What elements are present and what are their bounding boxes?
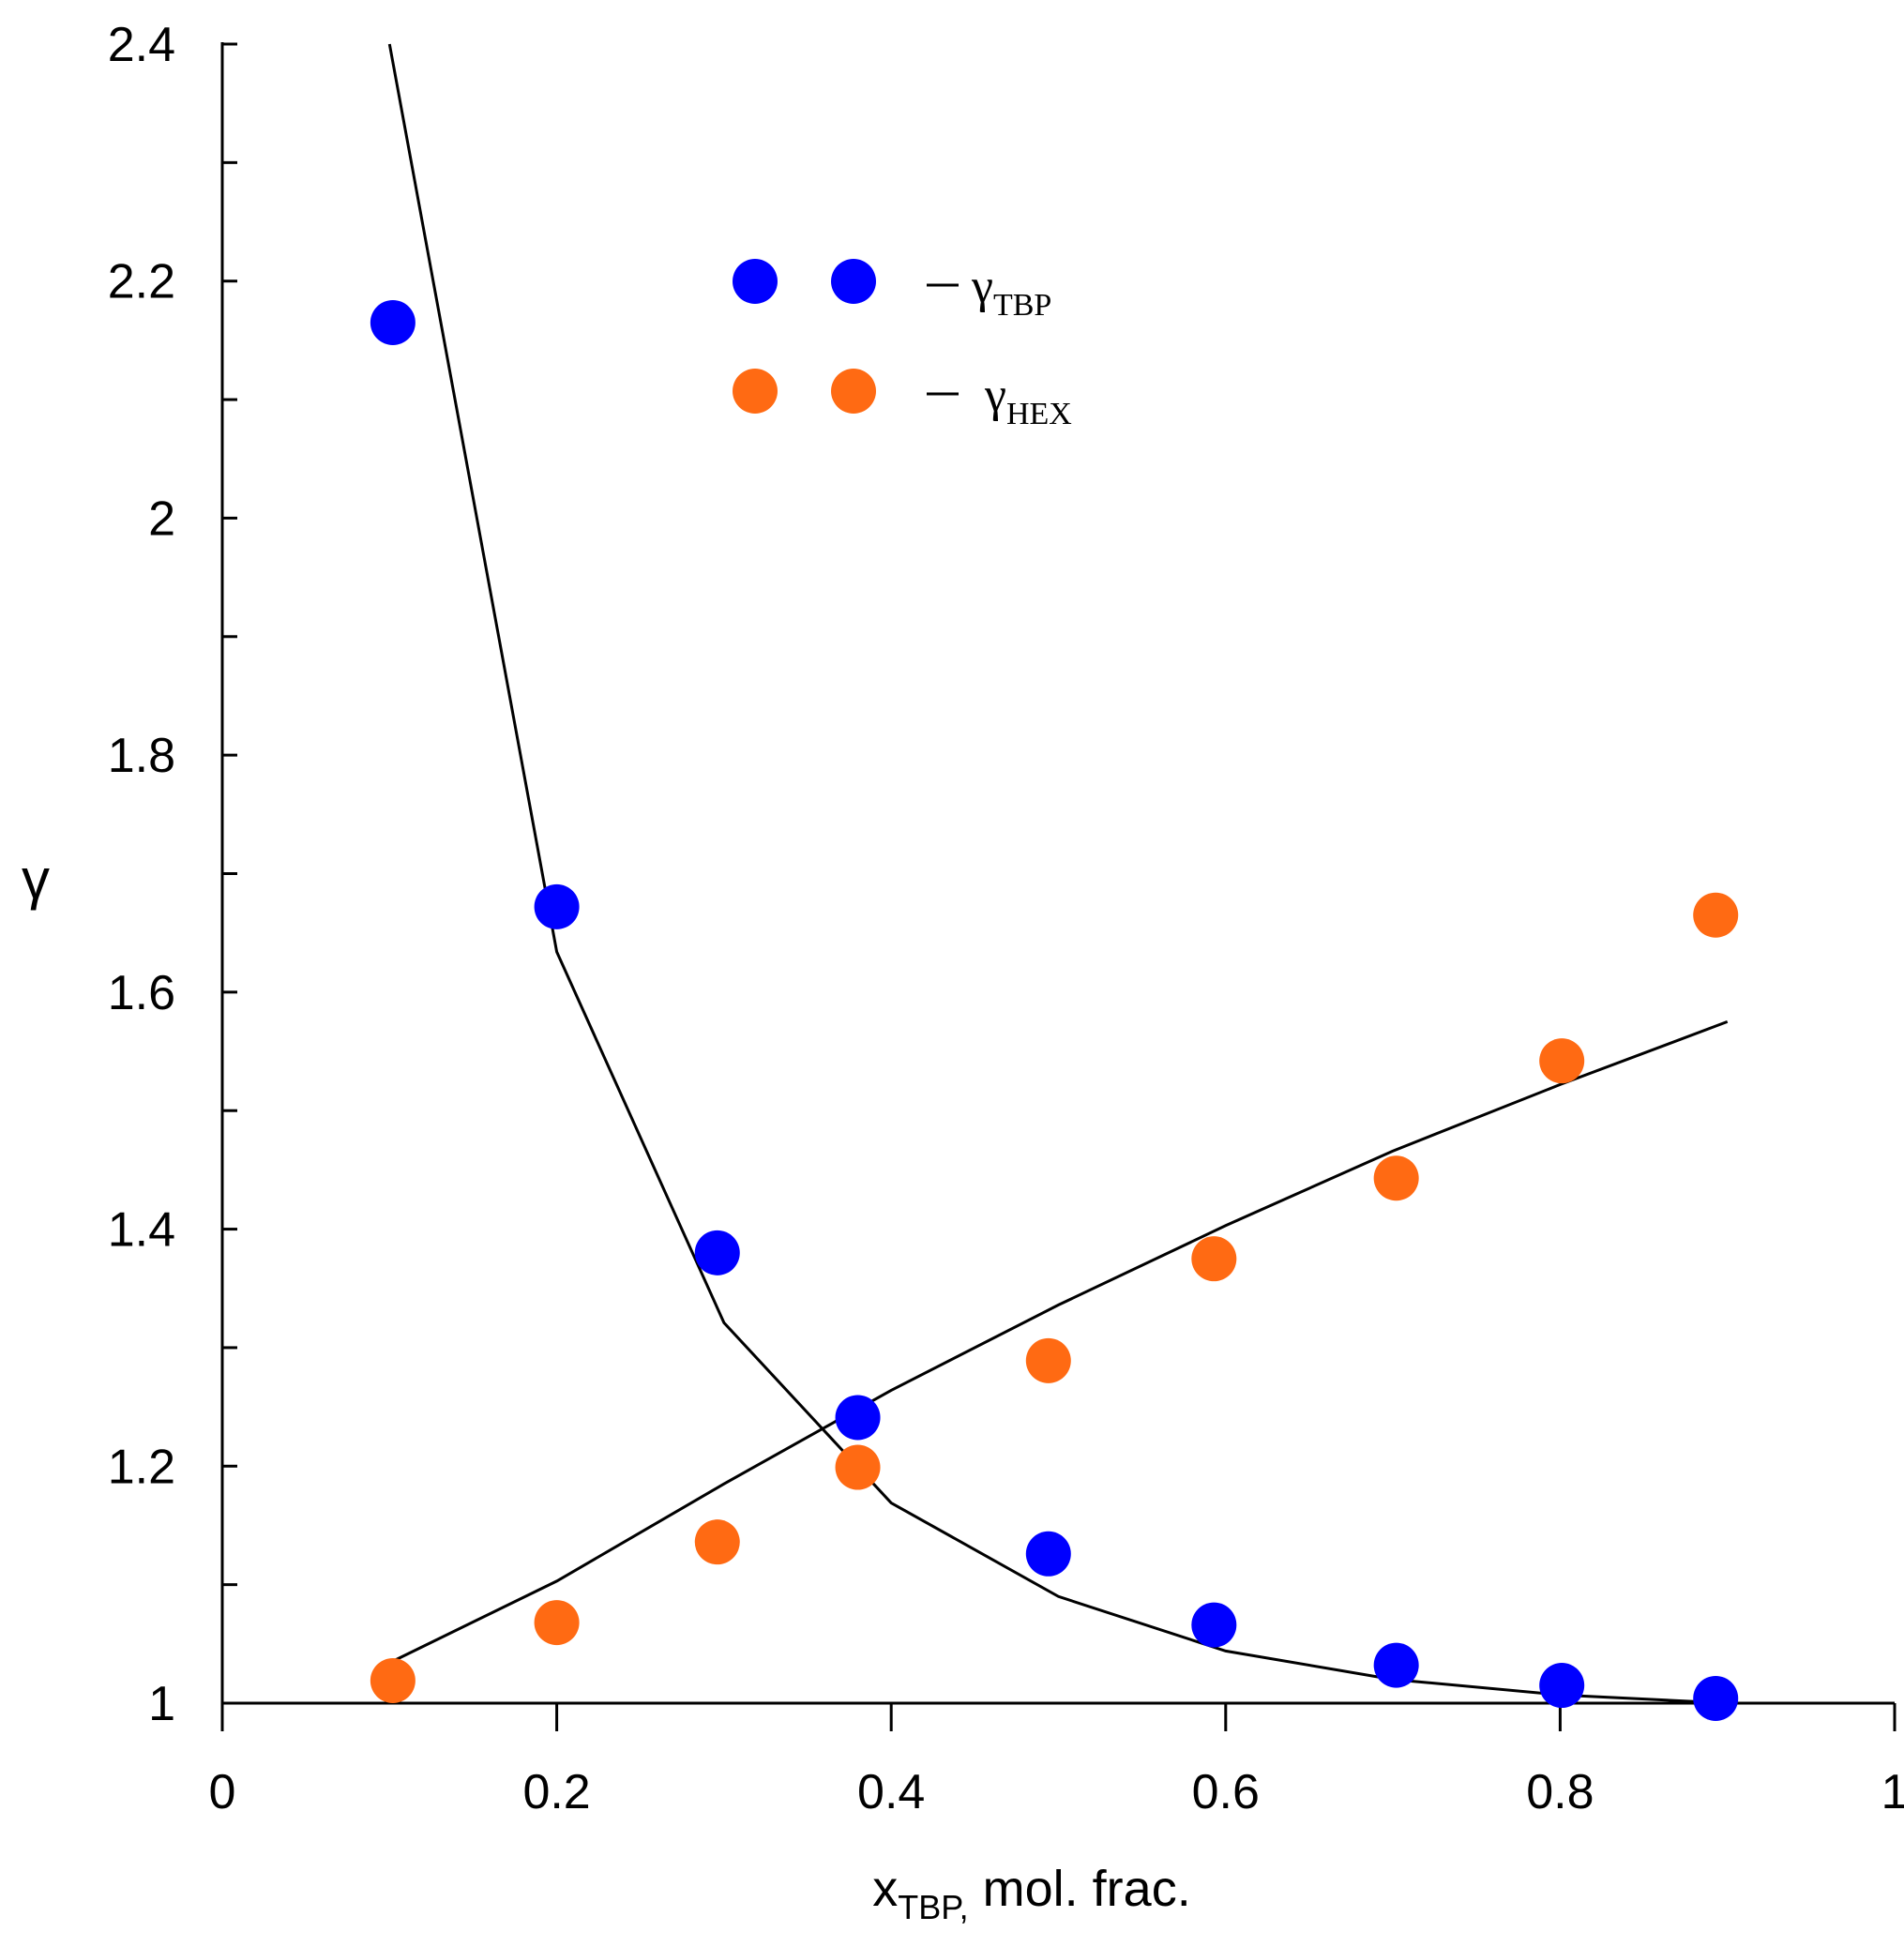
data-point-hex — [1693, 892, 1739, 938]
data-point-hex — [1191, 1236, 1237, 1282]
legend-label-hex-main: γ — [984, 369, 1006, 422]
data-point-tbp — [1539, 1663, 1585, 1709]
y-tick-label: 1.8 — [108, 729, 175, 783]
data-point-hex — [534, 1600, 580, 1646]
fit-line-tbp — [387, 43, 1728, 1705]
data-point-tbp — [1025, 1531, 1071, 1577]
data-point-tbp — [835, 1395, 881, 1441]
data-point-hex — [1025, 1337, 1071, 1383]
fit-line-hex — [388, 1019, 1729, 1665]
data-point-tbp — [1693, 1675, 1739, 1721]
legend-marker-tbp — [831, 259, 876, 304]
fit-lines — [387, 43, 1729, 1705]
y-tick-label: 2 — [148, 491, 175, 546]
y-tick-label: 1.2 — [108, 1440, 175, 1494]
x-tick-label: 1 — [1881, 1765, 1904, 1819]
y-tick-label: 1.6 — [108, 966, 175, 1020]
y-axis-title: γ — [22, 848, 50, 911]
legend-entry-tbp: γTBP — [733, 259, 1051, 323]
x-tick-label: 0.4 — [857, 1765, 925, 1819]
data-point-tbp — [534, 883, 580, 929]
axes — [220, 42, 1895, 1731]
data-point-hex — [694, 1519, 740, 1565]
x-axis-title: xTBP, mol. frac. — [872, 1861, 1190, 1926]
legend-label-tbp-main: γ — [971, 260, 993, 313]
x-tick-label: 0 — [209, 1765, 236, 1819]
x-tick-label: 0.2 — [522, 1765, 590, 1819]
legend-marker-tbp — [733, 259, 778, 304]
legend: γTBP γHEX — [733, 259, 1072, 431]
data-points — [370, 299, 1739, 1721]
y-tick-label: 2.4 — [108, 18, 175, 72]
legend-label-tbp-sub: TBP — [993, 288, 1051, 323]
data-point-hex — [370, 1657, 416, 1703]
x-axis-title-main: x — [872, 1861, 898, 1917]
legend-label-hex: γHEX — [984, 369, 1072, 431]
legend-marker-hex — [733, 369, 778, 414]
legend-entry-hex: γHEX — [733, 369, 1072, 431]
x-axis-title-rest: mol. frac. — [969, 1861, 1191, 1917]
legend-label-hex-sub: HEX — [1006, 397, 1072, 431]
data-point-tbp — [1191, 1602, 1237, 1648]
axis-ticks: 1 1.2 1.4 1.6 1.8 2 2.2 2.4 0 0.2 0.4 0.6 0.8 1 — [108, 18, 1904, 1819]
y-tick-label: 2.2 — [108, 255, 175, 309]
data-point-hex — [1539, 1038, 1585, 1084]
x-tick-label: 0.6 — [1192, 1765, 1260, 1819]
data-point-hex — [835, 1444, 881, 1490]
x-axis-title-sub: TBP, — [898, 1888, 968, 1926]
x-tick-label: 0.8 — [1526, 1765, 1594, 1819]
y-tick-label: 1.4 — [108, 1203, 175, 1258]
y-tick-label: 1 — [148, 1677, 175, 1731]
legend-label-tbp: γTBP — [971, 260, 1051, 323]
legend-marker-hex — [831, 369, 876, 414]
data-point-tbp — [1373, 1642, 1419, 1688]
data-point-tbp — [370, 299, 416, 345]
data-point-tbp — [694, 1230, 740, 1275]
data-point-hex — [1373, 1155, 1419, 1201]
